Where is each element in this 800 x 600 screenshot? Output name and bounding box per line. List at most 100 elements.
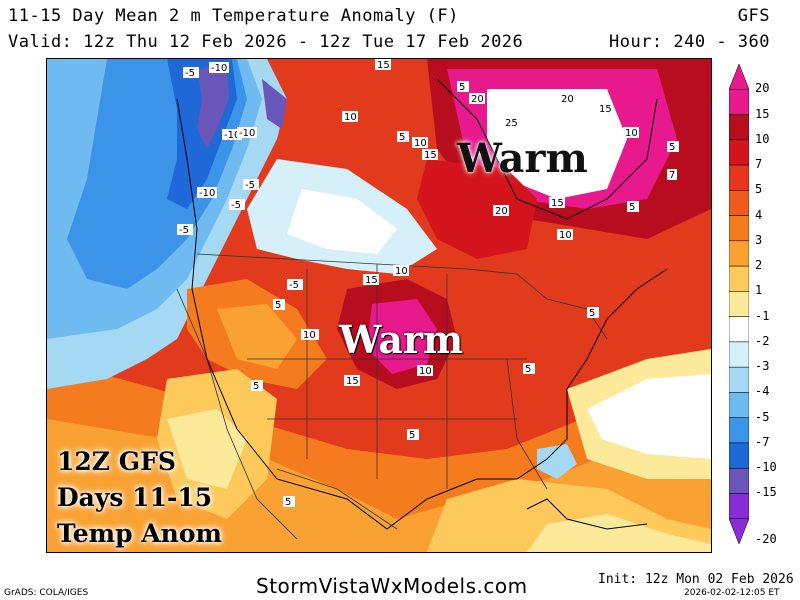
svg-text:-10: -10 [239, 128, 255, 139]
contour-label: 10 [301, 329, 317, 341]
legend-label: -4 [755, 384, 770, 399]
legend-swatch [729, 366, 749, 393]
svg-text:-10: -10 [211, 63, 227, 74]
contour-label: 5 [457, 81, 469, 93]
legend-label: 15 [755, 106, 770, 121]
legend-swatch [729, 291, 749, 317]
svg-text:-5: -5 [245, 180, 255, 191]
contour-label: 15 [597, 103, 613, 115]
anomaly-map: -5 -10 -10 -10 -5 -10 -5 -5 -5 15 10 5 1… [46, 58, 712, 553]
contour-label: 5 [407, 429, 419, 441]
contour-label: -5 [287, 279, 303, 291]
contour-label: 5 [587, 307, 599, 319]
contour-label: 10 [342, 111, 358, 123]
legend-label: -2 [755, 333, 770, 348]
legend-swatch [729, 316, 749, 343]
svg-text:5: 5 [525, 364, 531, 375]
forecast-hours: Hour: 240 - 360 [608, 32, 770, 52]
svg-text:-5: -5 [179, 225, 189, 236]
legend-swatch [729, 417, 749, 444]
contour-label: 15 [549, 197, 565, 209]
legend-label: -10 [755, 460, 777, 475]
contour-label: 10 [417, 365, 433, 377]
info-line-days: Days 11-15 [57, 483, 213, 512]
credit-text: GrADS: COLA/IGES [4, 588, 89, 598]
contour-label: 10 [412, 137, 428, 149]
legend-swatch [729, 164, 749, 191]
site-name: StormVistaWxModels.com [256, 574, 528, 598]
legend-label: -15 [755, 485, 777, 500]
svg-text:-5: -5 [289, 280, 299, 291]
legend-label: -5 [755, 409, 770, 424]
svg-text:10: 10 [344, 112, 357, 123]
boundary-lines [176, 253, 608, 540]
svg-text:5: 5 [669, 142, 675, 153]
contour-label: -5 [183, 67, 199, 79]
init-time: Init: 12z Mon 02 Feb 2026 [598, 572, 794, 587]
legend-swatch [729, 139, 749, 166]
svg-text:-10: -10 [224, 130, 240, 141]
svg-text:15: 15 [424, 150, 437, 161]
contour-label: -5 [229, 199, 245, 211]
legend-label: 7 [755, 157, 763, 172]
color-legend [729, 64, 749, 544]
chart-title: 11-15 Day Mean 2 m Temperature Anomaly (… [8, 6, 459, 26]
model-name: GFS [737, 6, 770, 26]
contour-label: 5 [283, 496, 295, 508]
contour-label: 5 [627, 201, 639, 213]
info-line-product: Temp Anom [57, 519, 222, 548]
legend-swatch [729, 215, 749, 242]
legend-swatch [729, 114, 749, 141]
legend-label: -3 [755, 359, 770, 374]
svg-text:5: 5 [629, 202, 635, 213]
contour-label: 20 [493, 205, 509, 217]
svg-text:15: 15 [377, 60, 390, 71]
svg-text:5: 5 [285, 497, 291, 508]
svg-text:5: 5 [589, 308, 595, 319]
svg-text:-5: -5 [185, 68, 195, 79]
svg-text:20: 20 [495, 206, 508, 217]
contour-label: 25 [503, 117, 519, 129]
svg-text:10: 10 [625, 128, 638, 139]
contour-label: 5 [273, 299, 285, 311]
contour-label: -10 [209, 62, 229, 74]
svg-text:10: 10 [419, 366, 432, 377]
legend-swatch [729, 240, 749, 267]
warm-label-north: Warm [457, 135, 588, 182]
legend-label: -20 [755, 532, 777, 546]
contour-label: -10 [197, 187, 217, 199]
contour-label: 15 [363, 274, 379, 286]
legend-label: 10 [755, 131, 770, 146]
contour-label: 5 [251, 380, 263, 392]
svg-text:5: 5 [409, 430, 415, 441]
svg-text:15: 15 [551, 198, 564, 209]
svg-text:10: 10 [303, 330, 316, 341]
svg-text:5: 5 [399, 132, 405, 143]
svg-text:5: 5 [275, 300, 281, 311]
contour-label: 5 [397, 131, 409, 143]
contour-label: 20 [469, 93, 485, 105]
svg-text:10: 10 [414, 138, 427, 149]
svg-text:15: 15 [599, 104, 612, 115]
contour-label: 20 [559, 93, 575, 105]
legend-label: 4 [755, 207, 763, 222]
legend-label: 1 [755, 283, 763, 298]
contour-label: -5 [177, 224, 193, 236]
svg-text:15: 15 [365, 275, 378, 286]
svg-text:25: 25 [505, 118, 518, 129]
coastline [176, 78, 668, 530]
svg-text:10: 10 [559, 230, 572, 241]
map-canvas: -5 -10 -10 -10 -5 -10 -5 -5 -5 15 10 5 1… [47, 59, 711, 552]
contour-labels: -5 -10 -10 -10 -5 -10 -5 -5 -5 15 10 5 1… [177, 59, 679, 508]
contour-label: 5 [523, 363, 535, 375]
svg-text:7: 7 [669, 170, 675, 181]
legend-swatch [729, 341, 749, 368]
generated-time: 2026-02-02-12:05 ET [684, 588, 780, 598]
legend-swatch [729, 442, 749, 469]
contour-label: 15 [344, 375, 360, 387]
legend-swatch [729, 392, 749, 418]
contour-label: 10 [557, 229, 573, 241]
contour-label: -10 [237, 127, 257, 139]
legend-swatch-bottom [729, 518, 749, 544]
contour-label: 15 [422, 149, 438, 161]
